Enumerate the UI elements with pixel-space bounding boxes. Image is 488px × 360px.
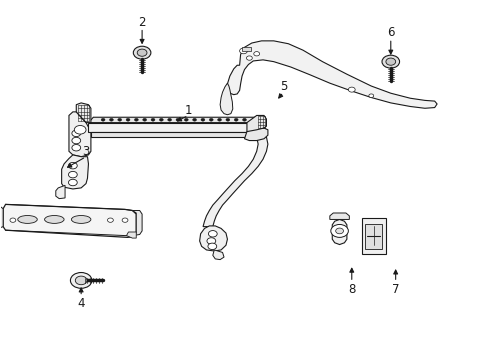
Polygon shape (246, 116, 266, 132)
Text: 6: 6 (386, 27, 394, 40)
Polygon shape (126, 232, 136, 238)
Circle shape (72, 144, 81, 151)
Circle shape (184, 118, 188, 121)
Circle shape (134, 118, 138, 121)
Circle shape (68, 171, 77, 178)
Circle shape (201, 118, 204, 121)
Circle shape (206, 238, 215, 244)
Polygon shape (88, 123, 256, 132)
Polygon shape (0, 205, 3, 230)
Polygon shape (88, 117, 256, 123)
Circle shape (335, 228, 343, 234)
Circle shape (107, 218, 113, 222)
Circle shape (234, 118, 238, 121)
Circle shape (68, 162, 77, 169)
Circle shape (385, 58, 395, 65)
Bar (242, 47, 250, 51)
Circle shape (368, 94, 373, 98)
Ellipse shape (44, 216, 64, 224)
Circle shape (72, 137, 81, 144)
Circle shape (74, 126, 86, 134)
Text: 2: 2 (138, 16, 145, 29)
Polygon shape (212, 250, 224, 260)
Circle shape (217, 118, 221, 121)
Circle shape (126, 118, 130, 121)
Circle shape (242, 118, 246, 121)
Circle shape (239, 48, 247, 54)
Circle shape (142, 118, 146, 121)
Circle shape (381, 55, 399, 68)
Circle shape (208, 230, 217, 237)
Polygon shape (244, 128, 267, 140)
Circle shape (246, 56, 252, 60)
Text: 7: 7 (391, 283, 399, 296)
Bar (365, 225, 381, 249)
Polygon shape (91, 132, 256, 137)
Polygon shape (69, 112, 91, 157)
Text: 4: 4 (77, 297, 85, 310)
Circle shape (330, 225, 347, 237)
Circle shape (347, 87, 354, 92)
Circle shape (75, 276, 87, 285)
Polygon shape (199, 226, 227, 251)
Text: 8: 8 (347, 283, 355, 296)
Polygon shape (227, 41, 436, 108)
Circle shape (192, 118, 196, 121)
Ellipse shape (18, 216, 37, 224)
Text: 3: 3 (82, 145, 89, 158)
Circle shape (176, 118, 180, 121)
Circle shape (70, 273, 92, 288)
Polygon shape (331, 220, 346, 244)
Polygon shape (203, 132, 267, 226)
Circle shape (225, 118, 229, 121)
Circle shape (118, 118, 122, 121)
Text: 1: 1 (184, 104, 192, 117)
Circle shape (72, 130, 81, 136)
Polygon shape (56, 185, 65, 199)
Circle shape (167, 118, 171, 121)
Circle shape (137, 49, 147, 56)
Polygon shape (361, 218, 385, 253)
Circle shape (207, 243, 216, 249)
Circle shape (10, 218, 16, 222)
Polygon shape (3, 204, 136, 237)
Circle shape (159, 118, 163, 121)
Circle shape (151, 118, 155, 121)
Circle shape (122, 218, 128, 222)
Circle shape (133, 46, 151, 59)
Circle shape (109, 118, 113, 121)
Circle shape (101, 118, 105, 121)
Polygon shape (220, 83, 232, 115)
Circle shape (253, 51, 259, 56)
Circle shape (209, 118, 213, 121)
Polygon shape (61, 155, 88, 189)
Circle shape (68, 179, 77, 186)
Polygon shape (132, 211, 142, 235)
Text: 5: 5 (279, 80, 286, 93)
Polygon shape (329, 213, 348, 220)
Polygon shape (76, 103, 91, 123)
Ellipse shape (71, 216, 91, 224)
